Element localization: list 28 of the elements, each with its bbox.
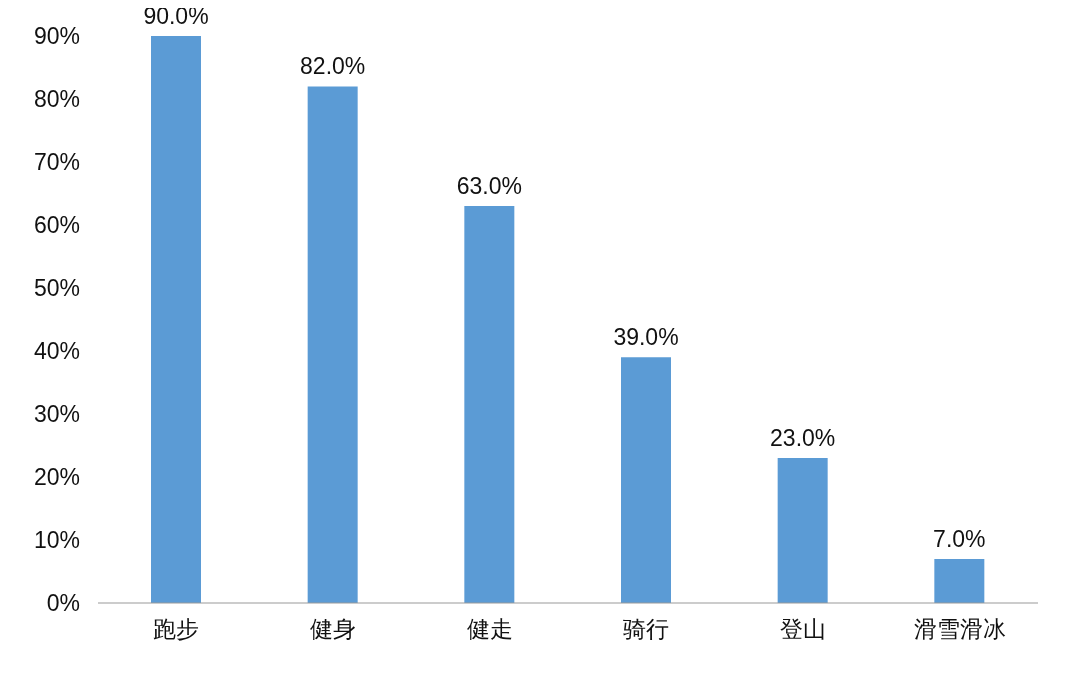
y-tick-label: 50% bbox=[33, 275, 80, 302]
bar bbox=[464, 206, 515, 603]
x-tick-label: 跑步 bbox=[153, 616, 200, 643]
data-label: 39.0% bbox=[613, 324, 679, 351]
x-tick-label: 健走 bbox=[466, 616, 513, 643]
x-tick-label: 骑行 bbox=[623, 616, 670, 643]
data-label: 7.0% bbox=[933, 525, 986, 552]
bar bbox=[151, 36, 201, 603]
bar bbox=[621, 357, 671, 603]
data-label: 23.0% bbox=[770, 425, 836, 452]
y-tick-label: 90% bbox=[33, 23, 80, 50]
bar bbox=[934, 558, 985, 603]
x-tick-label: 登山 bbox=[780, 616, 826, 643]
y-tick-label: 30% bbox=[33, 401, 80, 428]
data-label: 90.0% bbox=[143, 3, 209, 29]
y-tick-label: 60% bbox=[33, 212, 80, 239]
y-tick-label: 20% bbox=[33, 464, 80, 491]
bar bbox=[777, 458, 828, 603]
y-tick-label: 10% bbox=[33, 527, 80, 554]
x-tick-label: 滑雪滑冰 bbox=[913, 616, 1006, 643]
bar bbox=[307, 86, 358, 603]
x-tick-label: 健身 bbox=[310, 616, 356, 643]
data-label: 82.0% bbox=[300, 53, 366, 80]
y-tick-label: 70% bbox=[33, 149, 80, 176]
y-tick-label: 80% bbox=[33, 86, 80, 113]
y-tick-label: 40% bbox=[33, 338, 80, 365]
data-label: 63.0% bbox=[456, 173, 522, 200]
y-tick-label: 0% bbox=[46, 590, 80, 617]
